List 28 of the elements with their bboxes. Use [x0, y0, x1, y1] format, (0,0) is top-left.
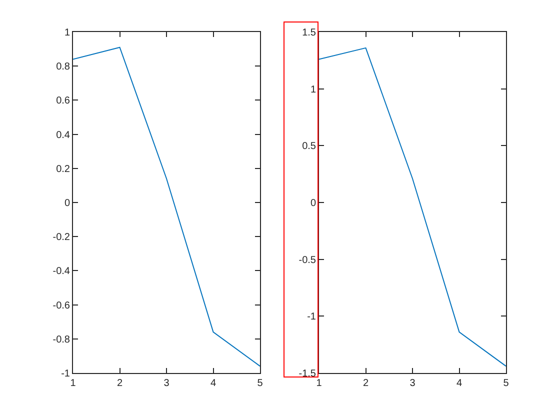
y-tick-label: -0.2 — [52, 232, 70, 244]
y-tick-label: -1.5 — [298, 368, 316, 380]
y-tick-label: 0.4 — [56, 130, 70, 141]
line-series — [319, 47, 506, 367]
y-tick-label: 1 — [310, 84, 316, 96]
x-tick-label: 3 — [410, 378, 416, 389]
y-tick-label: 0.6 — [56, 96, 70, 107]
y-tick-label: 0 — [310, 198, 316, 209]
x-tick-label: 2 — [362, 378, 369, 389]
line-series — [73, 46, 260, 367]
y-tick-label: -0.6 — [52, 300, 70, 312]
y-tick-label: -0.5 — [298, 254, 316, 266]
x-tick-label: 2 — [116, 378, 123, 389]
x-tick-label: 4 — [456, 378, 462, 389]
y-tick-label: 0.2 — [56, 164, 70, 175]
y-tick-label: 0 — [64, 198, 70, 209]
y-tick-label: 1.5 — [302, 28, 316, 38]
y-tick-label: -1 — [61, 368, 70, 380]
y-tick-label: 1 — [64, 28, 70, 38]
x-tick-label: 3 — [164, 378, 170, 389]
y-tick-label: -1 — [307, 312, 316, 323]
x-tick-label: 5 — [503, 378, 510, 389]
x-tick-label: 5 — [257, 378, 264, 389]
y-tick-label: -0.4 — [52, 266, 70, 278]
y-tick-label: 0.8 — [56, 62, 70, 73]
y-tick-label: -0.8 — [52, 334, 70, 346]
y-tick-label: 0.5 — [302, 141, 316, 152]
x-tick-label: 4 — [210, 378, 216, 389]
